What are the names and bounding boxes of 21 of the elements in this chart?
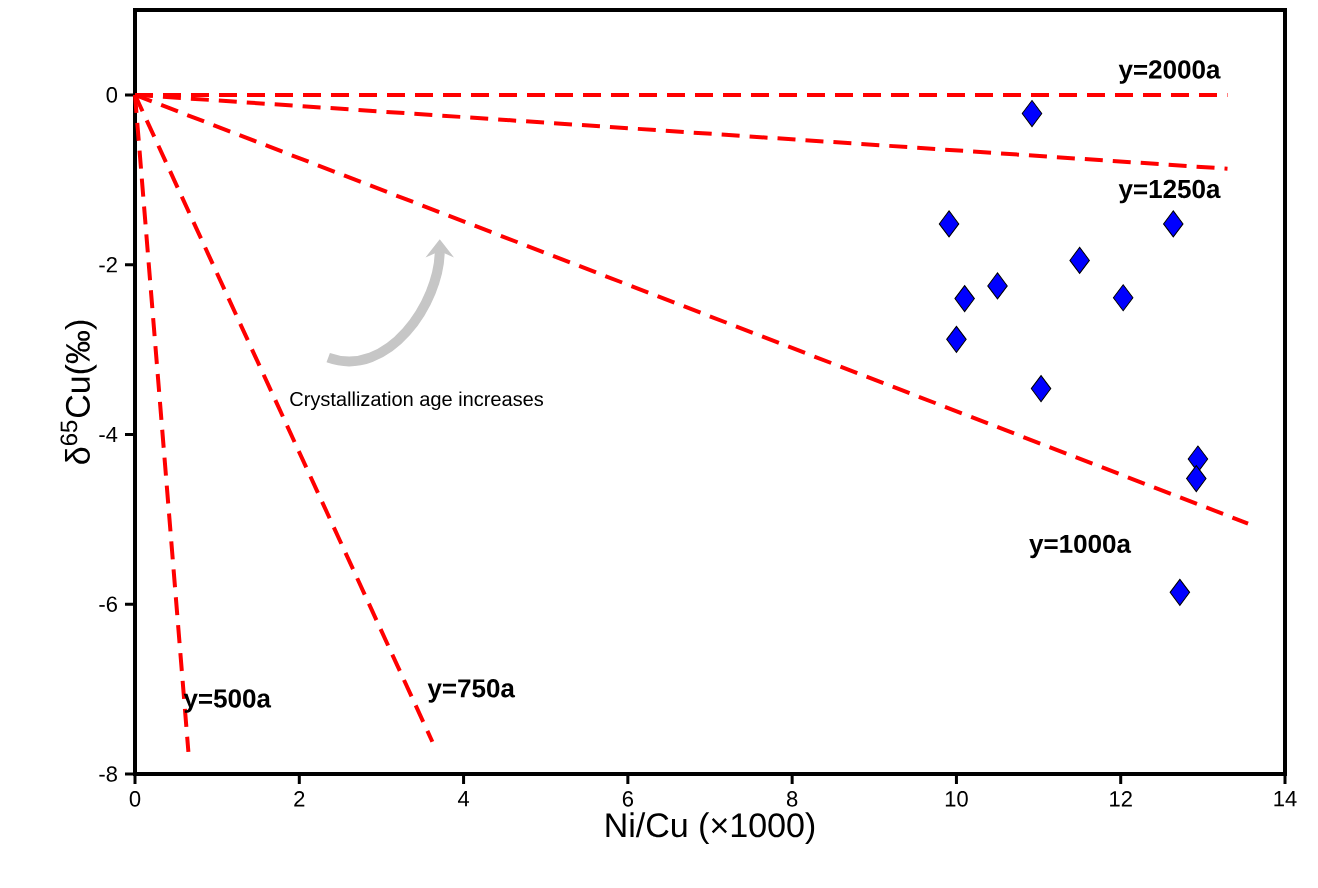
x-tick-label: 10 <box>945 791 968 807</box>
y-tick-label: 0 <box>106 87 118 103</box>
text: y=1000a <box>1029 534 1132 559</box>
y-tick-label: -4 <box>99 426 118 442</box>
x-tick-label: 12 <box>1110 791 1132 807</box>
series-label: y=500a <box>183 689 272 713</box>
y-tick-label: -8 <box>99 766 117 782</box>
x-tick-label: 8 <box>786 791 798 807</box>
x-tick-label: 14 <box>1274 791 1297 807</box>
x-tick-label: 4 <box>457 791 470 807</box>
series-label: y=750a <box>427 679 516 703</box>
series-label: y=2000a <box>1118 60 1221 84</box>
x-tick-label: 6 <box>622 791 633 807</box>
y-tick-label: -2 <box>99 257 117 273</box>
x-axis-title: Ni/Cu (×1000) <box>606 812 815 845</box>
x-tick-label: 0 <box>129 791 141 807</box>
annotation: Crystallization age increases <box>290 391 544 411</box>
y-axis-title: δ$^{65}$Cu(‰) <box>60 320 97 464</box>
series-label: y=1250a <box>1118 179 1221 204</box>
x-tick-label: 2 <box>294 791 305 807</box>
y-tick-label: -6 <box>99 596 117 612</box>
